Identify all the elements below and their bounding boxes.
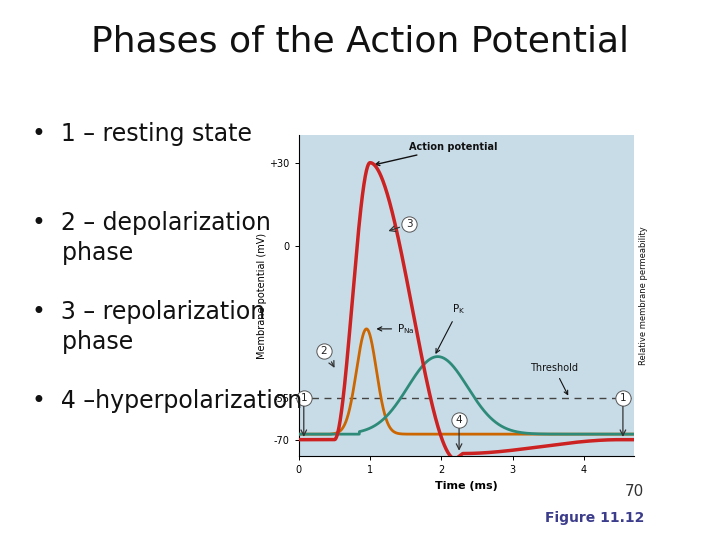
Text: Threshold: Threshold	[531, 363, 578, 395]
Text: Phases of the Action Potential: Phases of the Action Potential	[91, 24, 629, 58]
Text: •  4 –hyperpolarization: • 4 –hyperpolarization	[32, 389, 302, 413]
Text: P$_\mathregular{Na}$: P$_\mathregular{Na}$	[377, 322, 415, 336]
Text: P$_\mathregular{K}$: P$_\mathregular{K}$	[436, 302, 465, 353]
Y-axis label: Membrane potential (mV): Membrane potential (mV)	[257, 233, 266, 359]
Text: 2: 2	[320, 346, 327, 356]
Text: •  1 – resting state: • 1 – resting state	[32, 122, 253, 145]
Text: •  3 – repolarization
    phase: • 3 – repolarization phase	[32, 300, 266, 354]
Text: 4: 4	[456, 415, 462, 426]
Text: 70: 70	[625, 484, 644, 500]
Text: •  2 – depolarization
    phase: • 2 – depolarization phase	[32, 211, 271, 265]
Text: 3: 3	[406, 219, 413, 228]
Text: Figure 11.12: Figure 11.12	[545, 511, 644, 525]
Text: Relative membrane permeability: Relative membrane permeability	[639, 226, 649, 365]
Text: 1: 1	[620, 393, 626, 403]
Text: 1: 1	[300, 393, 307, 403]
Text: Action potential: Action potential	[376, 141, 498, 166]
X-axis label: Time (ms): Time (ms)	[435, 481, 498, 491]
